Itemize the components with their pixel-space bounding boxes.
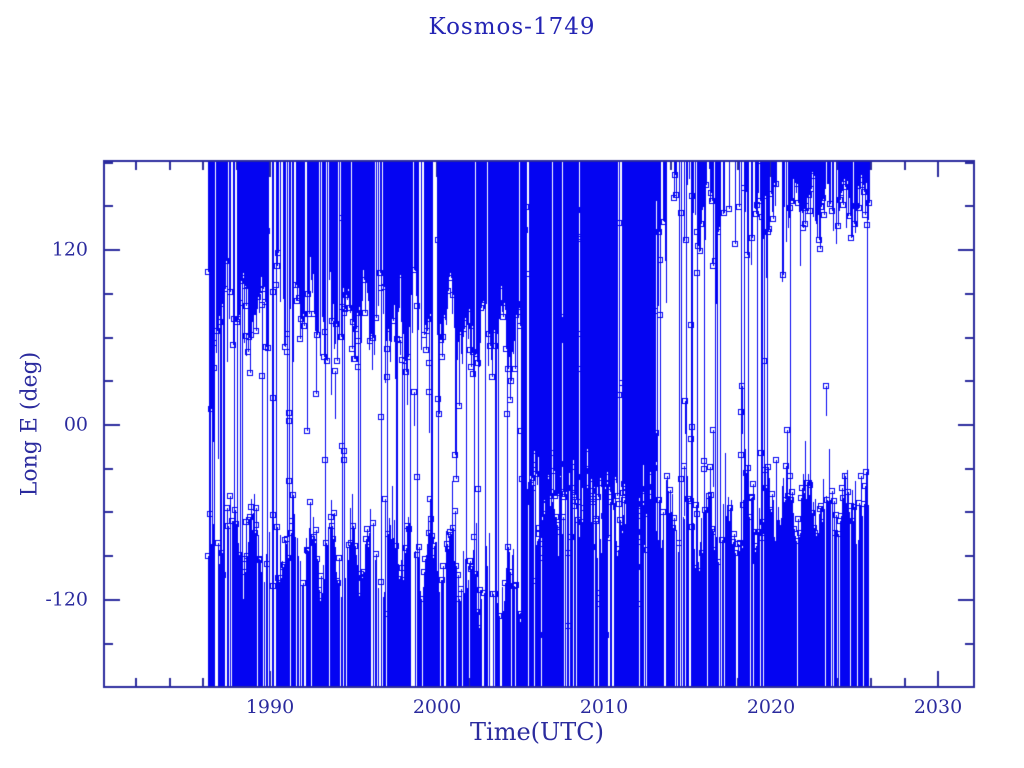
- y-axis-title: Long E (deg): [17, 351, 43, 497]
- x-tick-label: 2010: [579, 696, 629, 718]
- x-tick-label: 2030: [913, 696, 963, 718]
- y-tick-label: -120: [45, 588, 88, 611]
- x-tick-label: 2020: [746, 696, 796, 718]
- y-tick-label: 00: [63, 413, 88, 436]
- x-tick-label: 1990: [245, 696, 295, 718]
- x-tick-label: 2000: [412, 696, 462, 718]
- y-tick-label: 120: [51, 238, 88, 261]
- x-axis-title: Time(UTC): [470, 718, 604, 746]
- chart-title: Kosmos-1749: [428, 14, 596, 40]
